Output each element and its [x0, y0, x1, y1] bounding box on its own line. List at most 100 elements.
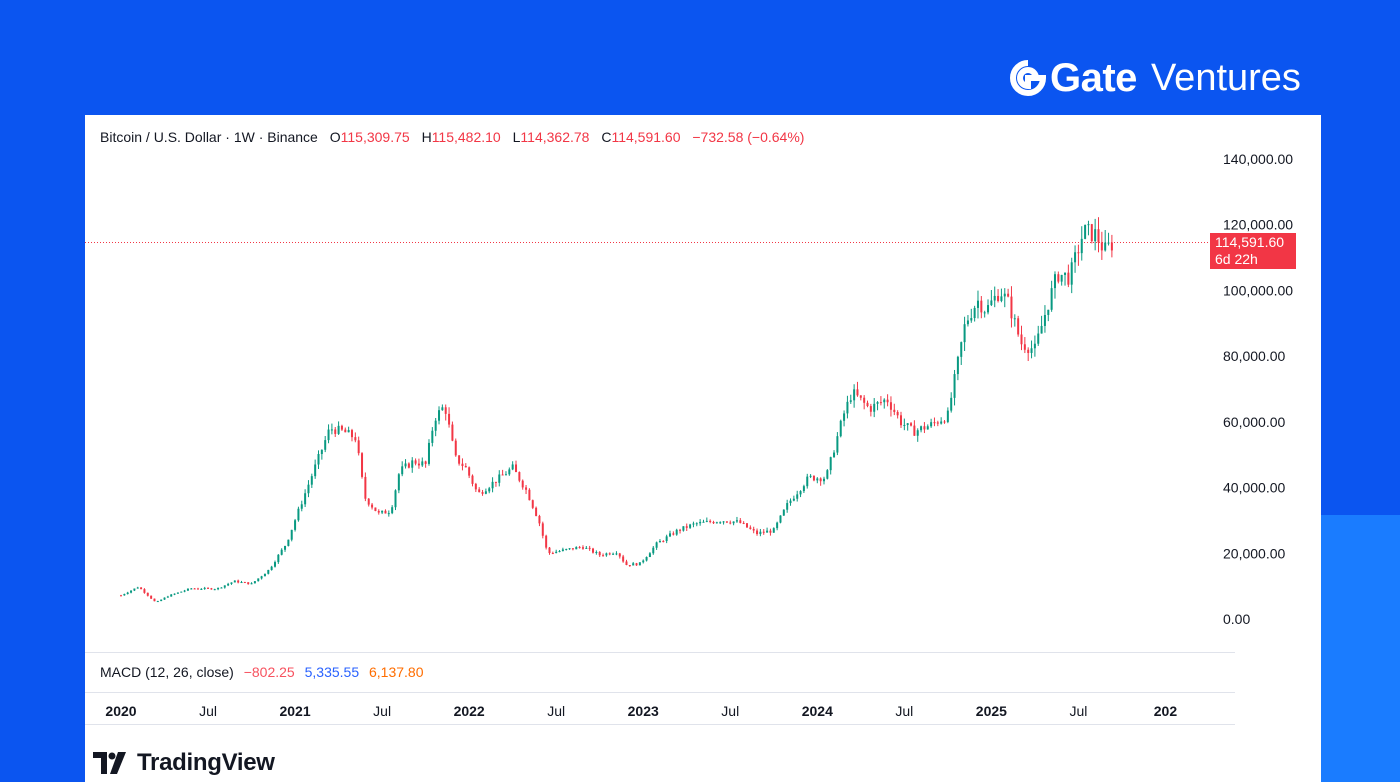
candle-body	[876, 402, 879, 404]
candle-body	[498, 474, 501, 483]
candle-body	[504, 474, 507, 476]
x-tick-label: Jul	[547, 703, 565, 719]
candle-body	[1050, 288, 1053, 310]
x-tick-label: 2020	[105, 703, 136, 719]
candle-body	[454, 440, 457, 456]
candle-body	[608, 553, 611, 555]
y-tick-label: 120,000.00	[1223, 217, 1293, 233]
candle-body	[136, 587, 139, 589]
high-label: H	[421, 129, 432, 145]
candle-body	[1023, 344, 1026, 350]
candle-body	[223, 585, 226, 588]
candle-body	[883, 399, 886, 403]
candle-body	[391, 507, 394, 514]
candle-body	[186, 588, 189, 591]
candle-body	[374, 507, 377, 511]
candle-body	[263, 573, 266, 577]
candle-body	[310, 476, 313, 485]
candle-body	[970, 318, 973, 321]
candle-body	[230, 582, 233, 584]
candle-body	[1007, 293, 1010, 297]
candle-body	[923, 426, 926, 430]
candle-body	[478, 489, 481, 493]
candle-body	[260, 576, 263, 579]
candle-body	[294, 520, 297, 530]
candle-body	[950, 397, 953, 411]
candle-body	[280, 549, 283, 555]
candle-body	[531, 500, 534, 508]
candle-body	[525, 487, 528, 490]
candle-body	[1057, 274, 1060, 282]
candle-body	[273, 562, 276, 567]
candle-body	[344, 429, 347, 433]
candle-body	[645, 557, 648, 561]
candle-body	[1107, 242, 1110, 244]
candle-body	[705, 520, 708, 522]
candle-body	[581, 547, 584, 549]
candle-body	[491, 481, 494, 489]
symbol-label: Bitcoin / U.S. Dollar · 1W · Binance	[100, 129, 318, 145]
price-chart[interactable]: 140,000.00 120,000.00 100,000.00 80,000.00 6…	[85, 115, 1321, 782]
candle-body	[153, 598, 156, 602]
candle-body	[1017, 318, 1020, 335]
candle-body	[859, 395, 862, 398]
candle-body	[806, 476, 809, 487]
candle-body	[290, 529, 293, 540]
candle-body	[1060, 274, 1063, 282]
decorative-block	[1320, 515, 1400, 782]
candle-body	[625, 561, 628, 566]
candle-body	[431, 430, 434, 443]
change-value: −732.58 (−0.64%)	[692, 129, 805, 145]
candle-body	[993, 295, 996, 301]
y-tick-label: 0.00	[1223, 611, 1250, 627]
candle-body	[515, 464, 518, 473]
candle-body	[672, 533, 675, 535]
x-tick-label: 2023	[628, 703, 659, 719]
candle-body	[756, 530, 759, 535]
candle-body	[833, 452, 836, 458]
candle-body	[227, 583, 230, 586]
candle-body	[652, 547, 655, 554]
candle-body	[960, 342, 963, 357]
candle-body	[156, 601, 159, 603]
candle-body	[387, 513, 390, 515]
candle-body	[853, 389, 856, 401]
candle-body	[886, 399, 889, 403]
candle-body	[739, 520, 742, 523]
candle-body	[528, 489, 531, 501]
candle-body	[766, 530, 769, 533]
candle-body	[1087, 224, 1090, 226]
x-tick-label: Jul	[199, 703, 217, 719]
macd-value-macd: 5,335.55	[304, 664, 360, 680]
candle-body	[146, 592, 149, 596]
candle-body	[207, 587, 210, 589]
candle-body	[267, 569, 270, 574]
candle-body	[183, 590, 186, 592]
candle-body	[816, 478, 819, 481]
candle-body	[119, 595, 123, 597]
candle-body	[518, 472, 521, 481]
candle-body	[361, 453, 364, 477]
candle-body	[371, 504, 374, 508]
candle-body	[367, 498, 370, 505]
candle-body	[1030, 348, 1033, 353]
candle-body	[334, 429, 337, 434]
candle-body	[745, 523, 749, 528]
candle-body	[973, 307, 976, 319]
candle-body	[1033, 343, 1036, 349]
candle-body	[347, 430, 350, 433]
candle-body	[658, 541, 661, 543]
candle-body	[464, 466, 467, 468]
candle-body	[1070, 262, 1073, 285]
macd-value-signal: 6,137.80	[369, 664, 424, 680]
x-tick-label: Jul	[895, 703, 913, 719]
candle-body	[1000, 296, 1003, 301]
tradingview-name: TradingView	[137, 749, 275, 776]
candle-body	[173, 593, 176, 595]
candle-body	[320, 449, 323, 455]
candle-body	[933, 422, 936, 424]
candle-body	[893, 409, 896, 413]
candle-body	[407, 463, 410, 468]
candle-body	[592, 548, 595, 553]
brand: Gate Ventures	[1010, 56, 1301, 100]
